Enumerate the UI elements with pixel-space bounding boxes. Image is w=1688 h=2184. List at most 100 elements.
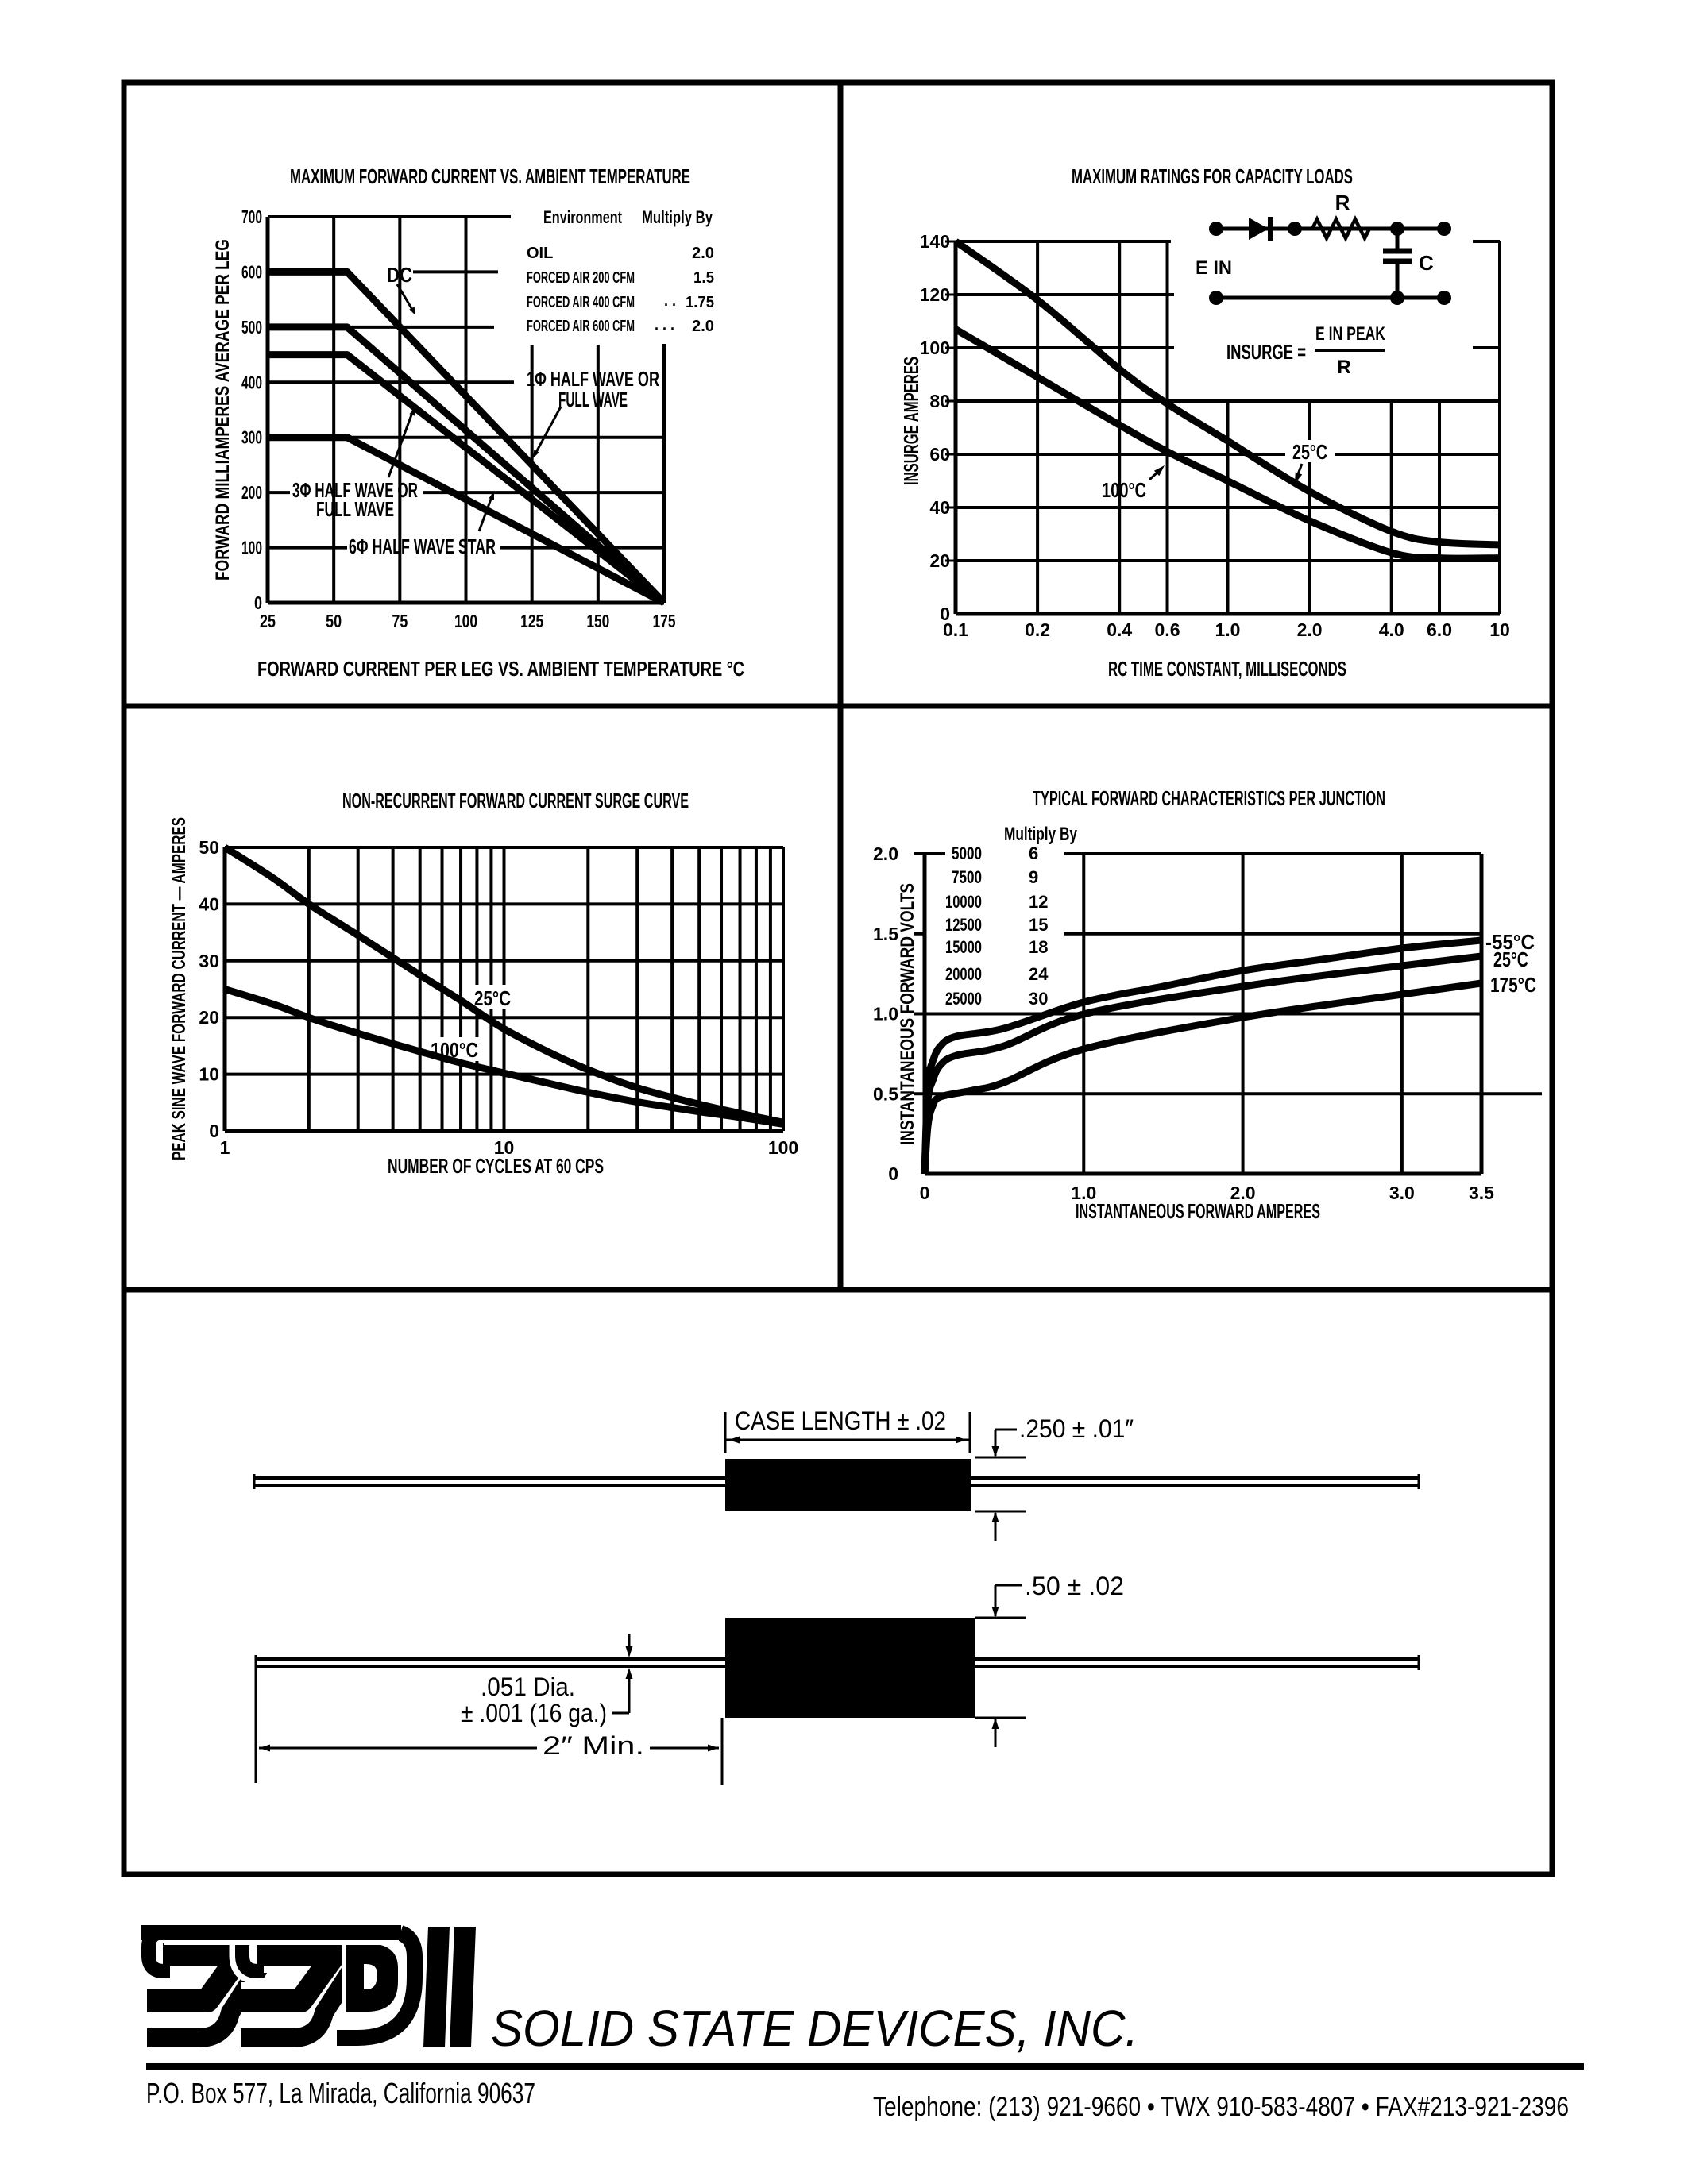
svg-text:0.2: 0.2 bbox=[1025, 619, 1050, 640]
svg-text:20: 20 bbox=[929, 550, 950, 571]
svg-text:5000: 5000 bbox=[952, 843, 982, 863]
svg-text:25: 25 bbox=[260, 611, 276, 631]
svg-text:C: C bbox=[1419, 251, 1434, 275]
svg-text:FORCED AIR 400 CFM: FORCED AIR 400 CFM bbox=[527, 294, 635, 311]
svg-text:25000: 25000 bbox=[945, 989, 982, 1009]
svg-text:10000: 10000 bbox=[945, 892, 982, 912]
svg-text:60: 60 bbox=[929, 444, 950, 465]
svg-text:1Φ HALF WAVE OR: 1Φ HALF WAVE OR bbox=[527, 367, 659, 391]
svg-text:600: 600 bbox=[241, 261, 262, 282]
svg-text:700: 700 bbox=[241, 206, 262, 227]
svg-text:Environment: Environment bbox=[543, 207, 622, 227]
svg-text:2″ Min.: 2″ Min. bbox=[543, 1731, 644, 1760]
svg-text:R: R bbox=[1337, 357, 1350, 378]
svg-text:1: 1 bbox=[220, 1137, 230, 1158]
svg-text:INSTANTANEOUS FORWARD VOLTS: INSTANTANEOUS FORWARD VOLTS bbox=[897, 883, 918, 1145]
svg-text:25°C: 25°C bbox=[1292, 440, 1327, 464]
svg-text:E IN PEAK: E IN PEAK bbox=[1315, 323, 1385, 345]
svg-text:Multiply By: Multiply By bbox=[642, 207, 713, 227]
svg-text:2.0: 2.0 bbox=[1230, 1183, 1256, 1203]
svg-text:FULL WAVE: FULL WAVE bbox=[558, 388, 628, 411]
svg-text:MAXIMUM FORWARD CURRENT VS. AM: MAXIMUM FORWARD CURRENT VS. AMBIENT TEMP… bbox=[290, 164, 690, 188]
svg-text:1.75: 1.75 bbox=[686, 294, 714, 311]
svg-text:SOLID STATE DEVICES, INC.: SOLID STATE DEVICES, INC. bbox=[491, 2000, 1138, 2057]
svg-text:0.1: 0.1 bbox=[943, 619, 968, 640]
svg-text:1.5: 1.5 bbox=[873, 924, 898, 944]
svg-text:500: 500 bbox=[241, 317, 262, 338]
svg-text:80: 80 bbox=[929, 391, 950, 411]
svg-text:Telephone: (213) 921-9660 •: Telephone: (213) 921-9660 • TWX 910-583-… bbox=[873, 2092, 1569, 2122]
svg-text:100°C: 100°C bbox=[431, 1038, 478, 1062]
svg-text:0: 0 bbox=[920, 1183, 930, 1203]
svg-text:175°C: 175°C bbox=[1490, 973, 1536, 997]
svg-text:50: 50 bbox=[199, 837, 219, 858]
svg-text:40: 40 bbox=[929, 497, 950, 518]
svg-text:.50 ± .02: .50 ± .02 bbox=[1025, 1572, 1124, 1600]
svg-text:FORCED AIR 200 CFM: FORCED AIR 200 CFM bbox=[527, 269, 635, 287]
svg-text:R: R bbox=[1335, 191, 1350, 214]
svg-text:± .001 (16 ga.): ± .001 (16 ga.) bbox=[461, 1699, 607, 1727]
svg-text:10: 10 bbox=[199, 1064, 219, 1085]
svg-text:0: 0 bbox=[209, 1121, 219, 1141]
svg-text:25°C: 25°C bbox=[474, 986, 511, 1010]
svg-text:100: 100 bbox=[454, 611, 477, 631]
svg-text:6: 6 bbox=[1029, 843, 1038, 863]
svg-text:FULL WAVE: FULL WAVE bbox=[316, 497, 394, 521]
svg-text:120: 120 bbox=[920, 284, 950, 305]
svg-text:6Φ HALF WAVE STAR: 6Φ HALF WAVE STAR bbox=[349, 534, 496, 558]
svg-text:TYPICAL FORWARD CHARACTERISTIC: TYPICAL FORWARD CHARACTERISTICS PER JUNC… bbox=[1033, 786, 1385, 810]
svg-text:3.0: 3.0 bbox=[1389, 1183, 1415, 1203]
svg-text:3Φ HALF WAVE OR: 3Φ HALF WAVE OR bbox=[292, 478, 418, 502]
svg-text:100: 100 bbox=[241, 538, 262, 558]
svg-text:18: 18 bbox=[1029, 937, 1048, 957]
svg-text:0.4: 0.4 bbox=[1107, 619, 1132, 640]
svg-text:PEAK SINE WAVE FORWARD CURRENT: PEAK SINE WAVE FORWARD CURRENT — AMPERES bbox=[168, 817, 190, 1160]
svg-text:150: 150 bbox=[586, 611, 609, 631]
svg-text:24: 24 bbox=[1029, 964, 1049, 984]
svg-text:2.0: 2.0 bbox=[692, 318, 714, 335]
svg-text:-55°C: -55°C bbox=[1485, 930, 1535, 954]
svg-text:.250 ± .01″: .250 ± .01″ bbox=[1019, 1414, 1134, 1443]
svg-text:12: 12 bbox=[1029, 892, 1048, 912]
svg-text:50: 50 bbox=[326, 611, 342, 631]
svg-text:9: 9 bbox=[1029, 867, 1038, 887]
svg-text:2.0: 2.0 bbox=[873, 843, 898, 864]
svg-text:100°C: 100°C bbox=[1102, 478, 1146, 502]
svg-text:0.6: 0.6 bbox=[1155, 619, 1180, 640]
svg-text:NUMBER OF CYCLES AT 60 CPS: NUMBER OF CYCLES AT 60 CPS bbox=[388, 1154, 604, 1178]
svg-text:P.O. Box 577, La Mirada, Calif: P.O. Box 577, La Mirada, California 9063… bbox=[146, 2077, 535, 2109]
svg-text:INSTANTANEOUS FORWARD AMPERES: INSTANTANEOUS FORWARD AMPERES bbox=[1076, 1199, 1320, 1223]
svg-text:300: 300 bbox=[241, 427, 262, 448]
svg-text:FORWARD CURRENT PER LEG VS. AM: FORWARD CURRENT PER LEG VS. AMBIENT TEMP… bbox=[257, 657, 744, 681]
svg-text:140: 140 bbox=[920, 231, 950, 252]
svg-text:NON-RECURRENT FORWARD CURRENT: NON-RECURRENT FORWARD CURRENT SURGE CURV… bbox=[342, 789, 689, 812]
svg-text:0: 0 bbox=[254, 592, 262, 613]
svg-text:10: 10 bbox=[1489, 619, 1510, 640]
svg-text:1.5: 1.5 bbox=[693, 269, 714, 287]
svg-text:3.5: 3.5 bbox=[1469, 1183, 1494, 1203]
svg-text:0: 0 bbox=[888, 1163, 898, 1184]
svg-text:1.0: 1.0 bbox=[1071, 1183, 1096, 1203]
svg-text:4.0: 4.0 bbox=[1379, 619, 1404, 640]
svg-text:2.0: 2.0 bbox=[692, 245, 714, 262]
svg-text:400: 400 bbox=[241, 372, 262, 392]
svg-text:20000: 20000 bbox=[945, 964, 982, 984]
svg-text:200: 200 bbox=[241, 482, 262, 503]
svg-text:INSURGE AMPERES: INSURGE AMPERES bbox=[899, 357, 923, 485]
svg-text:INSURGE =: INSURGE = bbox=[1226, 340, 1306, 364]
svg-text:30: 30 bbox=[199, 951, 219, 971]
svg-text:125: 125 bbox=[520, 611, 543, 631]
svg-text:CASE LENGTH ± .02: CASE LENGTH ± .02 bbox=[735, 1406, 946, 1435]
svg-text:FORWARD MILLIAMPERES AVERAGE P: FORWARD MILLIAMPERES AVERAGE PER LEG bbox=[212, 239, 234, 581]
svg-text:OIL: OIL bbox=[527, 245, 553, 262]
svg-text:1.0: 1.0 bbox=[873, 1004, 898, 1024]
svg-text:. .: . . bbox=[664, 293, 676, 309]
svg-text:30: 30 bbox=[1029, 989, 1048, 1009]
svg-text:E IN: E IN bbox=[1196, 257, 1232, 279]
svg-text:DC: DC bbox=[387, 263, 412, 287]
svg-text:MAXIMUM RATINGS FOR CAPACITY L: MAXIMUM RATINGS FOR CAPACITY LOADS bbox=[1072, 164, 1353, 188]
svg-text:Multiply By: Multiply By bbox=[1004, 824, 1077, 845]
svg-text:100: 100 bbox=[768, 1137, 798, 1158]
svg-text:12500: 12500 bbox=[945, 915, 982, 935]
svg-text:40: 40 bbox=[199, 893, 219, 914]
